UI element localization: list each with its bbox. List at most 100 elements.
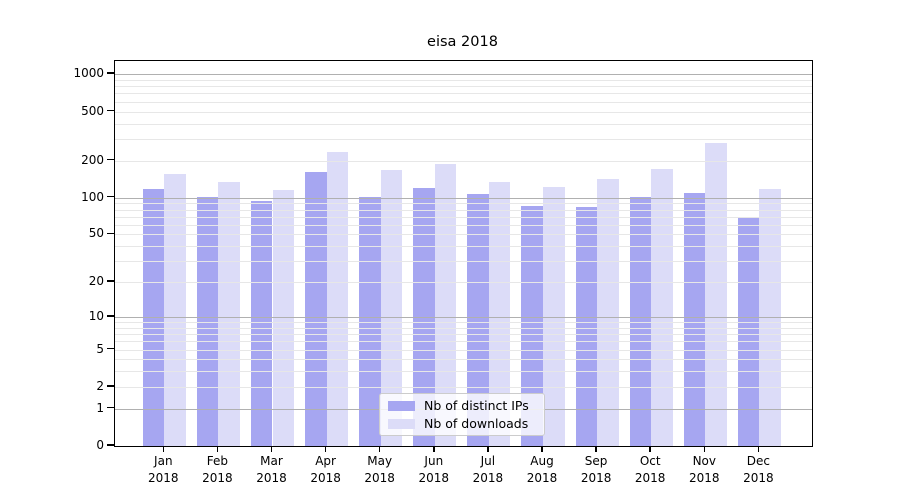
gridline-20 [115,282,812,284]
bar-downloads-jul [488,181,511,446]
gridline-80 [115,209,812,211]
bar-distinct-ips-mar [250,201,273,446]
bar-downloads-may [380,170,403,446]
x-tick-label-jun: Jun 2018 [418,454,450,485]
y-tick-label-20: 20 [88,274,104,289]
gridline-90 [115,203,812,205]
gridline-5 [115,349,812,351]
bar-distinct-ips-nov [683,193,706,446]
y-tick-mark-2 [107,385,114,387]
legend: Nb of distinct IPs Nb of downloads [379,393,545,436]
bar-downloads-aug [543,187,565,446]
gridline-3 [115,371,812,373]
gridline-400 [115,123,812,125]
gridline-8 [115,327,812,329]
gridline-4 [115,359,812,361]
gridline-600 [115,101,812,103]
x-tick-label-jul: Jul 2018 [472,454,504,485]
bar-distinct-ips-aug [521,206,543,446]
gridline-6 [115,341,812,343]
x-tick-label-aug: Aug 2018 [526,454,558,485]
gridline-500 [115,111,812,113]
x-tick-mark-aug [541,447,543,452]
plot-area [114,60,813,447]
y-tick-label-100: 100 [81,189,104,204]
gridline-200 [115,160,812,162]
bar-distinct-ips-oct [629,197,652,446]
legend-row-distinct-ips: Nb of distinct IPs [388,398,536,413]
x-tick-label-feb: Feb 2018 [202,454,233,485]
bar-downloads-feb [218,182,240,446]
y-tick-label-200: 200 [81,152,104,167]
x-tick-label-sep: Sep 2018 [580,454,612,485]
y-tick-label-0: 0 [96,438,104,452]
gridline-900 [115,79,812,81]
gridline-60 [115,224,812,226]
bar-distinct-ips-apr [305,171,327,446]
y-tick-mark-0 [107,444,114,446]
x-tick-label-apr: Apr 2018 [310,454,341,485]
bar-downloads-apr [326,152,349,446]
x-tick-label-may: May 2018 [364,454,395,485]
y-tick-label-1: 1 [96,400,104,415]
x-tick-mark-apr [324,447,327,452]
bar-downloads-jan [164,173,186,446]
y-tick-mark-200 [107,158,114,161]
y-tick-mark-10 [107,315,114,317]
x-tick-mark-may [378,447,381,452]
gridline-800 [115,86,812,88]
y-tick-label-1000: 1000 [73,66,104,81]
gridline-7 [115,334,812,336]
x-tick-mark-mar [270,447,273,452]
x-tick-mark-nov [703,447,706,452]
y-tick-label-500: 500 [81,103,104,118]
bar-distinct-ips-sep [575,206,598,446]
y-tick-mark-100 [107,195,114,198]
legend-label-downloads: Nb of downloads [424,416,529,431]
bar-distinct-ips-dec [737,217,760,446]
legend-label-distinct-ips: Nb of distinct IPs [424,398,529,413]
bar-distinct-ips-feb [196,197,219,446]
y-tick-mark-5 [107,347,114,350]
y-tick-label-50: 50 [88,226,104,241]
gridline-2 [115,386,812,388]
legend-swatch-distinct-ips [388,400,415,411]
y-tick-mark-1 [107,406,114,409]
chart-title: eisa 2018 [427,34,498,50]
gridline-1000 [115,74,812,76]
x-tick-label-jan: Jan 2018 [148,454,179,485]
gridline-700 [115,93,812,95]
bar-downloads-oct [651,169,673,446]
gridline-10 [115,317,812,318]
x-tick-mark-feb [216,447,219,452]
y-tick-mark-20 [107,280,114,282]
bar-downloads-mar [272,190,295,446]
gridline-100 [115,197,812,199]
bar-downloads-nov [705,143,727,446]
y-tick-mark-1000 [107,72,114,74]
x-tick-mark-jul [487,447,489,452]
x-tick-mark-jan [162,447,165,452]
x-tick-mark-dec [757,447,760,452]
legend-swatch-downloads [388,418,415,429]
x-tick-mark-sep [595,447,597,452]
gridline-30 [115,261,812,263]
x-tick-label-dec: Dec 2018 [743,454,774,485]
gridline-9 [115,322,812,324]
gridline-300 [115,138,812,140]
x-tick-label-nov: Nov 2018 [689,454,720,485]
y-tick-label-5: 5 [96,341,104,356]
bar-downloads-sep [597,179,619,446]
x-tick-mark-jun [433,447,435,452]
y-tick-mark-500 [107,109,114,112]
x-tick-label-oct: Oct 2018 [634,454,666,485]
bar-distinct-ips-may [359,197,381,446]
y-tick-mark-50 [107,232,114,235]
gridline-40 [115,246,812,248]
y-tick-label-10: 10 [88,309,104,323]
gridline-50 [115,234,812,236]
x-tick-mark-oct [649,447,651,452]
y-tick-label-2: 2 [96,378,104,393]
x-tick-label-mar: Mar 2018 [256,454,287,485]
